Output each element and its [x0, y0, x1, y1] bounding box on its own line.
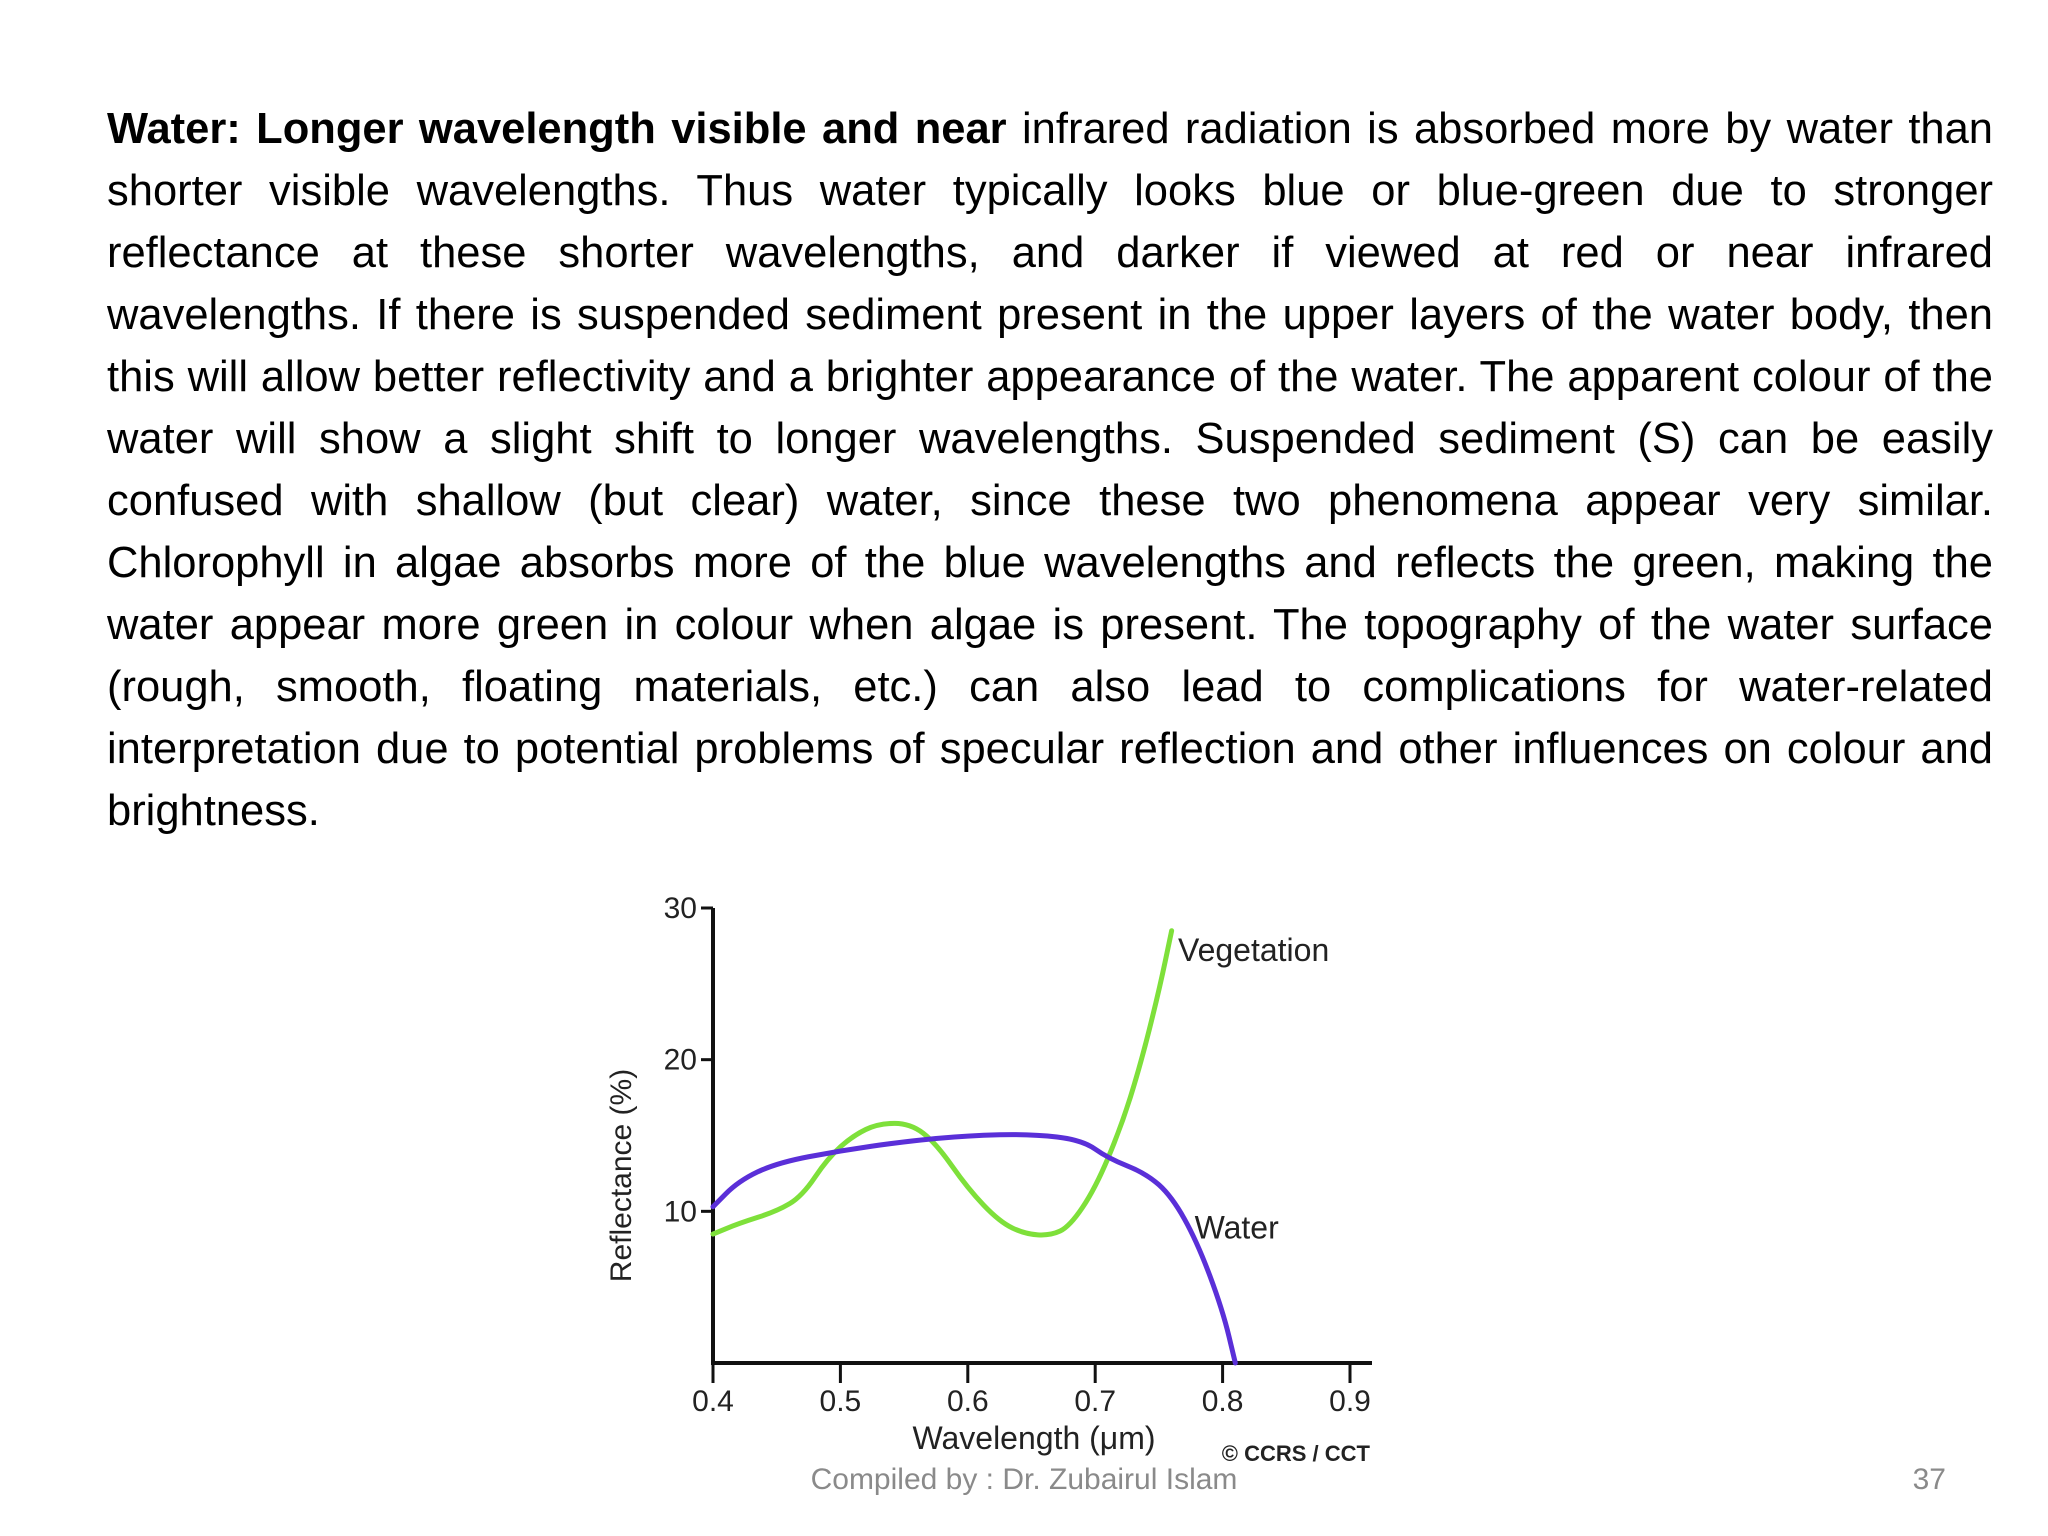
- series-label-water: Water: [1195, 1210, 1280, 1246]
- footer-credit: Compiled by : Dr. Zubairul Islam: [810, 1463, 1238, 1496]
- x-tick-label: 0.7: [1074, 1385, 1116, 1418]
- page-number: 37: [1912, 1463, 1946, 1496]
- series-line-water: [710, 1132, 1238, 1366]
- x-tick-label: 0.8: [1202, 1385, 1244, 1418]
- body-lead: Water: Longer wavelength visible and nea…: [107, 105, 1007, 153]
- reflectance-chart: 10 20 30 0.4 0.5 0.6 0.7 0.8 0.9 Wavelength (μm) R…: [605, 892, 1372, 1466]
- series-line-vegetation: [710, 928, 1175, 1238]
- y-axis-label: Reflectance (%): [605, 1069, 638, 1282]
- x-tick-label: 0.6: [947, 1385, 989, 1418]
- x-tick-label: 0.5: [820, 1385, 862, 1418]
- x-tick-label: 0.9: [1329, 1385, 1371, 1418]
- y-tick-label: 30: [664, 892, 697, 925]
- x-axis-label: Wavelength (μm): [912, 1420, 1155, 1456]
- chart-credit: © CCRS / CCT: [1222, 1441, 1371, 1466]
- x-tick-label: 0.4: [692, 1385, 734, 1418]
- y-tick-label: 10: [664, 1195, 697, 1228]
- y-tick-label: 20: [664, 1044, 697, 1077]
- body-text: infrared radiation is absorbed more by w…: [107, 105, 1993, 835]
- series-label-vegetation: Vegetation: [1178, 932, 1329, 968]
- body-paragraph: Water: Longer wavelength visible and nea…: [107, 98, 1993, 842]
